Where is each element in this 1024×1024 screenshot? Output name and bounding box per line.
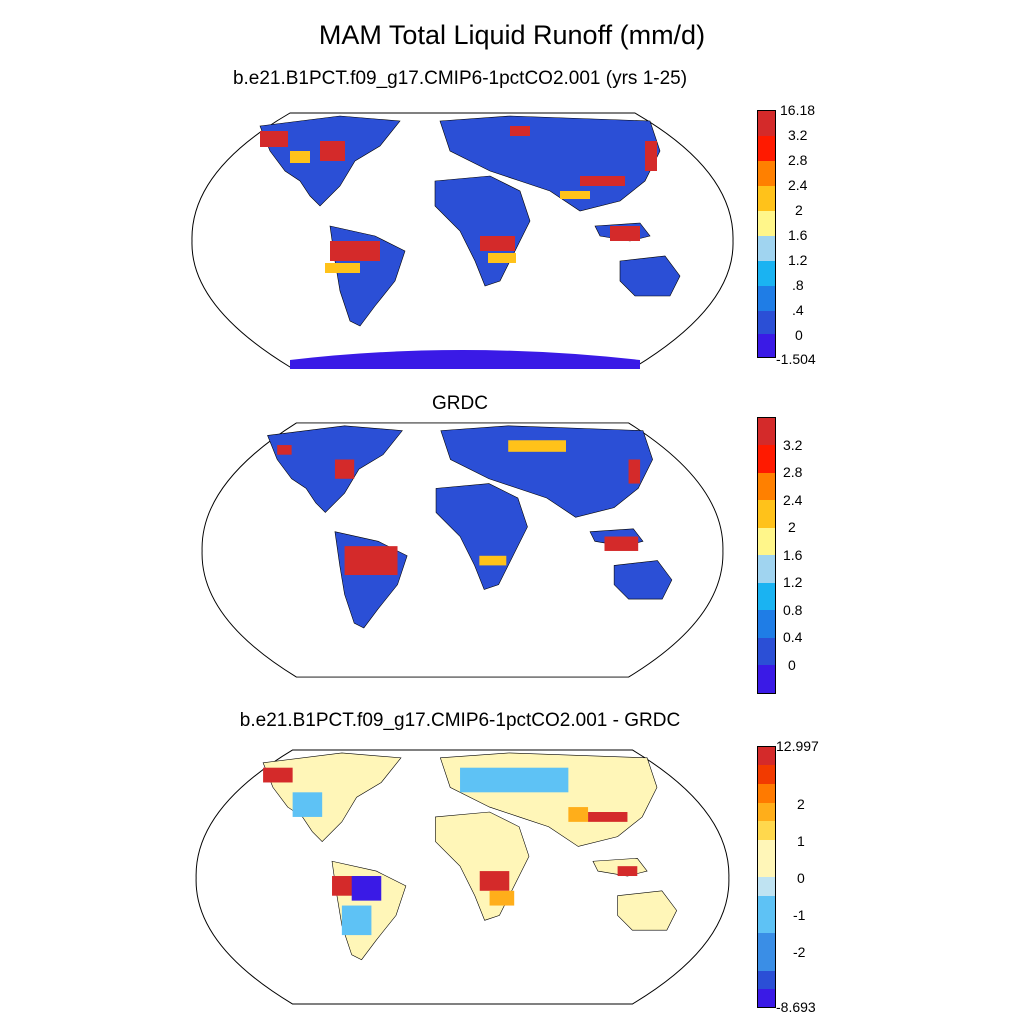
colorbar-label: 1.2 [788, 252, 808, 268]
colorbar-swatch [758, 334, 775, 357]
colorbar-swatch [758, 784, 775, 803]
colorbar-swatch [758, 473, 775, 500]
colorbar-swatch [758, 161, 775, 186]
colorbar-label: 12.997 [776, 738, 819, 754]
colorbar-model [757, 110, 776, 358]
panel-title-grdc: GRDC [432, 393, 488, 414]
colorbar-label: -2 [793, 944, 806, 960]
land-difference [262, 752, 677, 961]
colorbar-swatch [758, 989, 775, 1007]
map-difference [195, 749, 730, 1005]
land-grdc [267, 425, 673, 629]
colorbar-label: .4 [792, 302, 804, 318]
colorbar-swatch [758, 765, 775, 784]
colorbar-swatch [758, 803, 775, 821]
colorbar-swatch [758, 583, 775, 610]
colorbar-label: 2.4 [783, 492, 803, 508]
colorbar-swatch [758, 638, 775, 665]
colorbar-swatch [758, 261, 775, 286]
colorbar-swatch [758, 747, 775, 765]
colorbar-label: 0 [788, 657, 796, 673]
colorbar-swatch [758, 528, 775, 555]
colorbar-label: -1.504 [776, 351, 816, 367]
colorbar-swatch [758, 555, 775, 583]
colorbar-label: 0.8 [783, 602, 803, 618]
colorbar-swatch [758, 311, 775, 334]
colorbar-swatch [758, 840, 775, 859]
panel-title-model: b.e21.B1PCT.f09_g17.CMIP6-1pctCO2.001 (y… [232, 68, 688, 89]
colorbar-difference [757, 746, 776, 1008]
colorbar-swatch [758, 877, 775, 896]
colorbar-swatch [758, 186, 775, 211]
colorbar-label: 2 [795, 202, 803, 218]
colorbar-label: .8 [792, 277, 804, 293]
colorbar-swatch [758, 610, 775, 638]
colorbar-label: 0 [797, 870, 805, 886]
colorbar-label: 3.2 [783, 437, 803, 453]
colorbar-label: 2 [788, 519, 796, 535]
colorbar-swatch [758, 821, 775, 840]
colorbar-label: 2.4 [788, 177, 808, 193]
colorbar-swatch [758, 915, 775, 933]
colorbar-swatch [758, 111, 775, 136]
colorbar-label: 0 [795, 327, 803, 343]
colorbar-label: 1.6 [783, 547, 803, 563]
colorbar-swatch [758, 933, 775, 952]
colorbar-swatch [758, 952, 775, 971]
colorbar-label: 2 [797, 796, 805, 812]
colorbar-swatch [758, 896, 775, 915]
colorbar-label: 1.2 [783, 574, 803, 590]
colorbar-swatch [758, 971, 775, 989]
colorbar-label: 1 [797, 833, 805, 849]
main-title: MAM Total Liquid Runoff (mm/d) [318, 20, 706, 50]
colorbar-label: 2.8 [788, 152, 808, 168]
colorbar-grdc [757, 417, 776, 694]
panel-title-difference: b.e21.B1PCT.f09_g17.CMIP6-1pctCO2.001 - … [239, 710, 681, 731]
map-model [191, 112, 734, 369]
colorbar-label: 2.8 [783, 464, 803, 480]
colorbar-swatch [758, 211, 775, 236]
colorbar-label: 0.4 [783, 629, 803, 645]
colorbar-swatch [758, 445, 775, 473]
colorbar-swatch [758, 136, 775, 161]
land-model [259, 115, 681, 369]
colorbar-label: 3.2 [788, 127, 808, 143]
colorbar-label: -1 [793, 907, 806, 923]
colorbar-swatch [758, 859, 775, 877]
colorbar-swatch [758, 500, 775, 528]
colorbar-swatch [758, 665, 775, 693]
map-grdc [201, 422, 724, 678]
colorbar-swatch [758, 236, 775, 261]
colorbar-label: 1.6 [788, 227, 808, 243]
colorbar-swatch [758, 418, 775, 445]
colorbar-label: 16.18 [780, 102, 816, 118]
colorbar-label: -8.693 [776, 999, 816, 1015]
colorbar-swatch [758, 286, 775, 311]
